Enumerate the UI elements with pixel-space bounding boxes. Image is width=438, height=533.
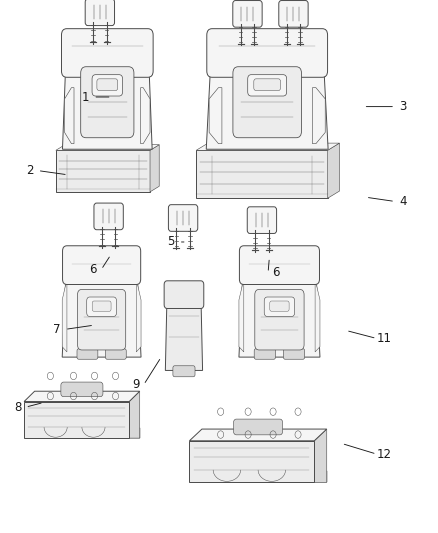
Polygon shape	[206, 37, 328, 149]
Polygon shape	[312, 87, 325, 144]
FancyBboxPatch shape	[207, 29, 328, 77]
Polygon shape	[136, 279, 141, 352]
Text: 12: 12	[377, 448, 392, 461]
Polygon shape	[150, 145, 159, 192]
FancyBboxPatch shape	[61, 382, 103, 397]
Polygon shape	[63, 37, 152, 149]
FancyBboxPatch shape	[92, 75, 123, 96]
FancyBboxPatch shape	[264, 297, 295, 317]
Polygon shape	[62, 279, 67, 352]
FancyBboxPatch shape	[233, 67, 301, 138]
Polygon shape	[35, 428, 140, 438]
Polygon shape	[239, 253, 320, 357]
Text: 3: 3	[399, 100, 406, 113]
FancyBboxPatch shape	[164, 281, 204, 309]
FancyBboxPatch shape	[173, 366, 195, 377]
Polygon shape	[189, 429, 327, 441]
Text: 9: 9	[132, 378, 140, 391]
Polygon shape	[56, 145, 159, 150]
Text: 6: 6	[272, 266, 280, 279]
Polygon shape	[314, 429, 327, 482]
Polygon shape	[315, 279, 320, 352]
Polygon shape	[209, 87, 222, 144]
Text: 2: 2	[26, 164, 34, 177]
Polygon shape	[239, 279, 244, 352]
FancyBboxPatch shape	[233, 419, 283, 435]
FancyBboxPatch shape	[283, 349, 305, 359]
Polygon shape	[196, 143, 339, 150]
FancyBboxPatch shape	[63, 246, 141, 285]
FancyBboxPatch shape	[77, 349, 98, 359]
FancyBboxPatch shape	[248, 75, 286, 96]
Polygon shape	[24, 401, 129, 438]
Text: 7: 7	[53, 323, 61, 336]
Polygon shape	[64, 87, 74, 144]
Text: 8: 8	[14, 401, 21, 414]
FancyBboxPatch shape	[254, 349, 276, 359]
Polygon shape	[202, 471, 327, 482]
Polygon shape	[141, 87, 150, 144]
FancyBboxPatch shape	[233, 1, 262, 27]
FancyBboxPatch shape	[254, 79, 281, 91]
Text: 11: 11	[377, 332, 392, 345]
Polygon shape	[62, 253, 141, 357]
FancyBboxPatch shape	[87, 297, 117, 317]
Polygon shape	[166, 286, 202, 370]
FancyBboxPatch shape	[97, 79, 118, 91]
FancyBboxPatch shape	[78, 289, 126, 350]
Text: 6: 6	[89, 263, 97, 276]
FancyBboxPatch shape	[240, 246, 319, 285]
Text: 1: 1	[81, 91, 89, 103]
FancyBboxPatch shape	[106, 349, 126, 359]
Text: 4: 4	[399, 195, 407, 208]
Polygon shape	[129, 391, 140, 438]
FancyBboxPatch shape	[168, 205, 198, 231]
Polygon shape	[24, 391, 140, 401]
FancyBboxPatch shape	[247, 207, 277, 233]
Polygon shape	[196, 150, 328, 198]
FancyBboxPatch shape	[85, 0, 115, 26]
FancyBboxPatch shape	[61, 29, 153, 77]
FancyBboxPatch shape	[92, 301, 111, 311]
Text: 5: 5	[167, 236, 174, 248]
FancyBboxPatch shape	[255, 289, 304, 350]
Polygon shape	[328, 143, 339, 198]
FancyBboxPatch shape	[279, 1, 308, 27]
Polygon shape	[56, 150, 150, 192]
FancyBboxPatch shape	[270, 301, 289, 311]
FancyBboxPatch shape	[81, 67, 134, 138]
FancyBboxPatch shape	[94, 203, 124, 230]
Polygon shape	[189, 441, 314, 482]
